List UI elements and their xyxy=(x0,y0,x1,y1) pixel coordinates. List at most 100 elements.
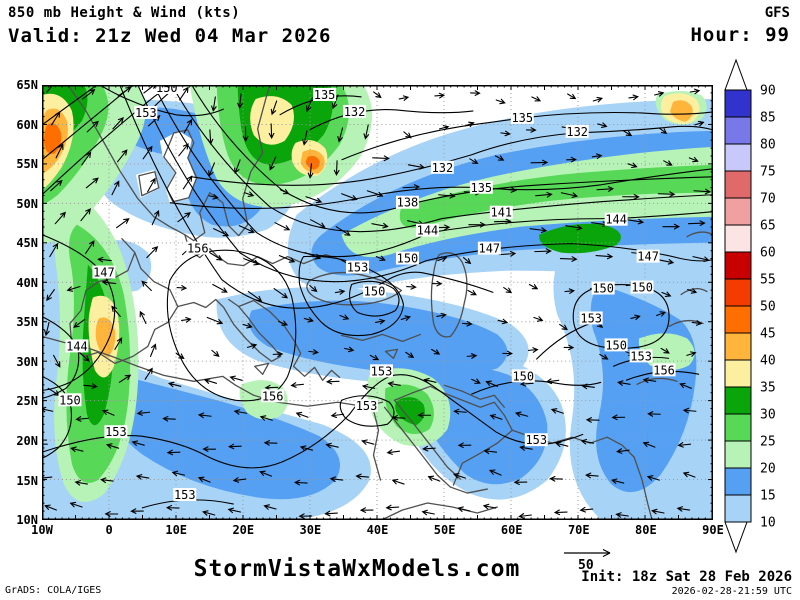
contour-label: 144 xyxy=(417,224,439,238)
wind-arrow xyxy=(502,350,513,357)
wind-arrow xyxy=(244,191,255,197)
wind-arrow xyxy=(457,506,471,512)
wind-arrow xyxy=(651,508,665,515)
wind-arrow xyxy=(467,289,477,296)
wind-arrow xyxy=(341,193,358,201)
contour-label: 132 xyxy=(432,161,454,175)
wind-arrow xyxy=(136,410,151,416)
wind-arrow xyxy=(654,91,665,97)
contour-label-box xyxy=(343,104,367,118)
contour-label-box xyxy=(346,260,370,274)
colorbar-tick-label: 55 xyxy=(760,273,776,288)
wind-arrow xyxy=(206,316,224,325)
wind-arrow xyxy=(373,91,382,99)
wind-arrow xyxy=(531,96,542,102)
contour-label-box xyxy=(395,195,419,209)
wind-arrow xyxy=(309,284,318,293)
wind-arrow xyxy=(406,283,417,290)
wind-arrow xyxy=(488,469,502,476)
contour-label: 153 xyxy=(105,425,127,439)
wind-arrow xyxy=(407,164,426,170)
wind-arrow xyxy=(427,475,441,482)
wind-arrow xyxy=(485,380,498,387)
wind-arrow xyxy=(82,89,96,100)
wind-arrow xyxy=(116,218,130,229)
wind-arrow xyxy=(386,449,401,455)
wind-arrow xyxy=(529,227,548,234)
wind-arrow xyxy=(470,90,481,96)
contour-label: 150 xyxy=(156,85,178,95)
wind-arrow xyxy=(687,288,698,294)
wind-arrow xyxy=(692,256,710,263)
contour-label-box xyxy=(104,425,128,439)
wind-arrow xyxy=(197,412,212,419)
wind-arrow xyxy=(642,377,657,384)
contour-label-box xyxy=(370,364,393,378)
wind-arrow xyxy=(212,283,228,293)
wind-arrow xyxy=(464,121,475,128)
wind-arrow xyxy=(550,408,564,414)
wind-arrow xyxy=(585,472,599,479)
contour-label: 153 xyxy=(630,349,652,363)
wind-arrow xyxy=(182,175,193,190)
contour-label: 150 xyxy=(512,369,534,383)
wind-arrow xyxy=(688,156,699,163)
wind-arrow xyxy=(233,409,248,415)
wind-arrow xyxy=(617,380,631,386)
wind-arrow xyxy=(661,291,672,297)
wind-arrow xyxy=(622,193,640,200)
wind-arrow xyxy=(682,471,696,478)
wind-arrow xyxy=(462,320,473,327)
wind-arrow xyxy=(242,126,249,143)
wind-arrow xyxy=(403,131,412,139)
wind-arrow xyxy=(207,129,214,146)
wind-arrow xyxy=(363,124,370,140)
wind-arrow xyxy=(176,284,188,291)
wind-arrow xyxy=(278,320,289,326)
lon-axis-label: 0 xyxy=(105,523,113,537)
wind-arrow xyxy=(237,93,243,110)
wind-arrow xyxy=(331,94,339,110)
valid-time: Valid: 21z Wed 04 Mar 2026 xyxy=(8,25,332,47)
colorbar-tick-label: 40 xyxy=(760,354,776,369)
wind-arrow xyxy=(421,509,435,516)
wind-arrow xyxy=(626,218,645,225)
wind-arrow xyxy=(434,92,446,99)
lon-axis-label: 60E xyxy=(500,523,523,537)
wind-arrow xyxy=(86,120,99,133)
wind-arrow xyxy=(462,257,472,265)
wind-arrow xyxy=(302,130,308,146)
wind-arrow xyxy=(139,310,147,325)
init-time: Init: 18z Sat 28 Feb 2026 xyxy=(581,569,792,585)
contour-label: 147 xyxy=(637,250,659,264)
colorbar-tick-label: 60 xyxy=(760,246,776,261)
wind-arrow xyxy=(679,382,692,389)
colorbar-segment xyxy=(724,278,752,307)
wind-arrow xyxy=(208,162,215,177)
wind-arrow xyxy=(118,374,132,383)
wind-arrow xyxy=(430,348,441,355)
wind-arrow xyxy=(436,312,447,319)
wind-arrow xyxy=(387,381,401,387)
forecast-hour: Hour: 99 xyxy=(690,24,790,46)
wind-arrow xyxy=(580,438,595,445)
wind-arrow xyxy=(431,280,443,287)
wind-arrow xyxy=(686,351,697,357)
wind-arrow xyxy=(339,314,350,320)
wind-arrow xyxy=(203,378,217,384)
lat-axis-label: 40N xyxy=(16,275,38,290)
wind-arrow xyxy=(615,512,629,518)
wind-arrow xyxy=(400,315,411,321)
wind-arrow xyxy=(627,162,638,169)
colorbar-tick-label: 80 xyxy=(760,138,776,153)
wind-arrow xyxy=(503,286,513,294)
wind-arrow xyxy=(229,375,243,382)
wind-arrow xyxy=(207,251,223,261)
lat-axis-label: 30N xyxy=(16,354,38,369)
wind-arrow xyxy=(183,118,193,134)
contour-label-box xyxy=(155,85,179,94)
contour-label: 153 xyxy=(135,106,157,120)
wind-arrow xyxy=(270,100,278,116)
wind-arrow xyxy=(259,415,273,421)
colorbar-segment xyxy=(724,332,752,361)
